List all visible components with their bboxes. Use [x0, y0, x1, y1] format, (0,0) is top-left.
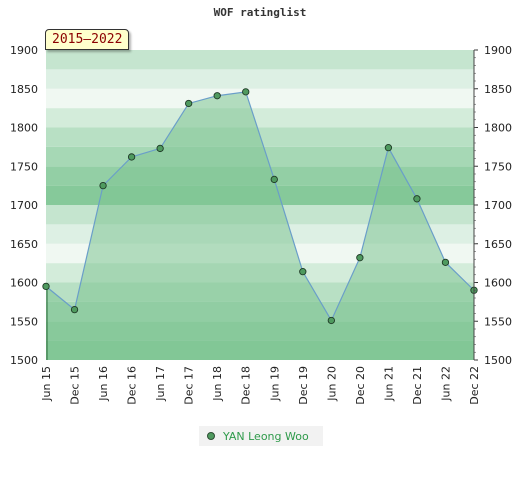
chart-title: WOF ratinglist: [213, 6, 307, 19]
data-point: [42, 282, 50, 291]
x-tick-label: Dec 21: [411, 366, 424, 405]
x-tick-label: Dec 15: [69, 366, 82, 405]
data-point: [327, 316, 335, 325]
data-point: [185, 99, 193, 108]
x-tick-label: Jun 22: [439, 366, 452, 402]
x-tick-label: Dec 17: [183, 366, 196, 405]
data-point: [413, 195, 421, 203]
x-tick-label: Jun 16: [97, 366, 110, 402]
data-point: [70, 305, 79, 314]
x-tick-label: Dec 18: [240, 366, 253, 405]
y-tick-label-right: 1850: [484, 83, 512, 96]
y-tick-label-right: 1600: [484, 277, 512, 290]
x-tick-label: Dec 19: [297, 366, 310, 405]
series-area: [46, 91, 474, 360]
y-tick-label-left: 1850: [10, 83, 38, 96]
y-tick-label-left: 1700: [10, 199, 38, 212]
x-tick-label: Dec 22: [468, 366, 481, 405]
y-tick-label-right: 1750: [484, 160, 512, 173]
grid-band: [46, 88, 474, 109]
y-tick-label-right: 1550: [484, 315, 512, 328]
y-tick-label-left: 1550: [10, 315, 38, 328]
x-tick-label: Jun 19: [268, 366, 281, 402]
legend-marker: [207, 432, 215, 440]
period-badge: 2015–2022: [45, 29, 130, 50]
grid-band: [46, 108, 474, 128]
y-tick-label-left: 1900: [10, 44, 38, 57]
data-point: [242, 88, 250, 96]
data-point: [356, 254, 364, 262]
grid-band: [46, 69, 474, 89]
y-tick-label-left: 1650: [10, 238, 38, 251]
x-tick-label: Jun 18: [211, 366, 224, 402]
legend-label: YAN Leong Woo: [223, 429, 309, 443]
data-point: [127, 153, 136, 161]
y-tick-label-left: 1750: [10, 160, 38, 173]
y-tick-label-right: 1650: [484, 238, 512, 251]
grid-band: [46, 50, 474, 70]
data-point: [213, 92, 221, 100]
y-tick-label-right: 1500: [484, 354, 512, 367]
x-tick-label: Jun 15: [40, 366, 53, 402]
series-line: [45, 91, 475, 322]
x-tick-label: Jun 21: [382, 366, 395, 402]
data-point: [441, 258, 450, 266]
legend: YAN Leong Woo: [199, 426, 323, 446]
data-point: [156, 144, 164, 153]
y-tick-label-right: 1800: [484, 122, 512, 135]
data-point: [299, 267, 307, 276]
x-tick-label: Jun 17: [154, 366, 167, 402]
x-tick-label: Jun 20: [325, 366, 338, 402]
y-tick-label-right: 1900: [484, 44, 512, 57]
y-tick-label-left: 1500: [10, 354, 38, 367]
y-tick-label-right: 1700: [484, 199, 512, 212]
y-tick-label-left: 1800: [10, 122, 38, 135]
x-tick-label: Dec 20: [354, 366, 367, 405]
data-point: [384, 143, 393, 152]
y-tick-label-left: 1600: [10, 277, 38, 290]
data-point: [270, 175, 278, 184]
x-tick-label: Dec 16: [126, 366, 139, 405]
data-point: [99, 181, 107, 190]
